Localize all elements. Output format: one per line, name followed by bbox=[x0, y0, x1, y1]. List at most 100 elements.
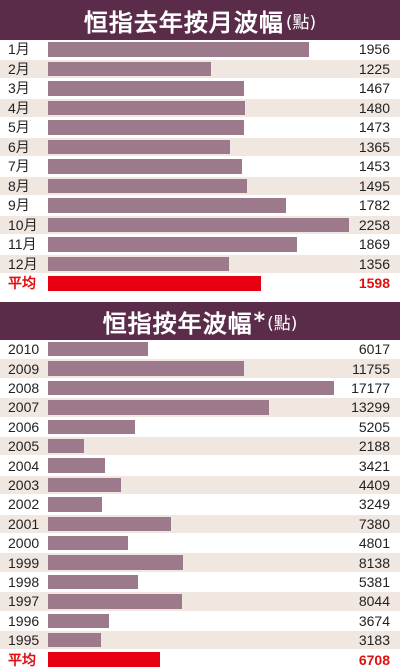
year-row: 2005 2188 bbox=[0, 437, 400, 456]
year-row: 1997 8044 bbox=[0, 592, 400, 611]
bar bbox=[48, 555, 184, 570]
category-label: 2004 bbox=[8, 457, 40, 474]
bar bbox=[48, 178, 248, 193]
bar bbox=[48, 439, 85, 454]
yearly-title-mark: * bbox=[253, 308, 266, 334]
bar bbox=[48, 594, 182, 609]
bar bbox=[48, 633, 101, 648]
value-label: 7380 bbox=[358, 515, 390, 532]
value-label: 2258 bbox=[358, 216, 390, 233]
category-label: 7月 bbox=[8, 158, 30, 175]
month-row: 5月 1473 bbox=[0, 118, 400, 137]
month-row: 4月 1480 bbox=[0, 98, 400, 117]
month-row: 3月 1467 bbox=[0, 79, 400, 98]
year-row: 2004 3421 bbox=[0, 456, 400, 475]
category-label: 2009 bbox=[8, 360, 40, 377]
bar bbox=[48, 613, 110, 628]
category-label: 11月 bbox=[8, 236, 37, 253]
year-average-row: 平均 6708 bbox=[0, 650, 400, 669]
monthly-title: 恒指去年按月波幅 bbox=[83, 8, 284, 37]
average-bar bbox=[48, 652, 160, 667]
year-row: 1995 3183 bbox=[0, 631, 400, 650]
year-row: 2000 4801 bbox=[0, 534, 400, 553]
monthly-rows: 1月 1956 2月 1225 3月 1467 4月 1480 5月 1473 6月 1365 7月 14… bbox=[0, 40, 400, 294]
category-label: 2001 bbox=[8, 515, 40, 532]
value-label: 4409 bbox=[358, 476, 390, 493]
bar bbox=[48, 477, 122, 493]
yearly-title: 恒指按年波幅 bbox=[102, 309, 253, 338]
value-label: 13299 bbox=[351, 399, 390, 416]
value-label: 1598 bbox=[358, 275, 390, 292]
bar bbox=[48, 256, 229, 271]
monthly-title-bar: 恒指去年按月波幅 (點) bbox=[0, 0, 400, 40]
value-label: 1956 bbox=[358, 41, 390, 58]
category-label: 2007 bbox=[8, 399, 40, 416]
bar bbox=[48, 458, 105, 473]
value-label: 1473 bbox=[358, 119, 390, 136]
bar bbox=[48, 61, 212, 76]
category-label: 2月 bbox=[8, 60, 30, 77]
category-label: 2006 bbox=[8, 418, 40, 435]
category-label: 2008 bbox=[8, 379, 40, 396]
value-label: 2188 bbox=[358, 438, 390, 455]
category-label: 1月 bbox=[8, 41, 30, 58]
bar bbox=[48, 100, 246, 115]
yearly-panel: 恒指按年波幅 * (點) 2010 6017 2009 11755 2008 17177 2… bbox=[0, 302, 400, 670]
bar bbox=[48, 237, 298, 252]
category-label: 1997 bbox=[8, 593, 40, 610]
value-label: 1356 bbox=[358, 255, 390, 272]
value-label: 1467 bbox=[358, 80, 390, 97]
year-row: 2001 7380 bbox=[0, 514, 400, 533]
value-label: 3249 bbox=[358, 496, 390, 513]
category-label: 2010 bbox=[8, 341, 40, 358]
category-label: 9月 bbox=[8, 197, 30, 214]
bar bbox=[48, 574, 138, 590]
bar bbox=[48, 342, 149, 357]
bar bbox=[48, 81, 244, 96]
yearly-title-bar: 恒指按年波幅 * (點) bbox=[0, 302, 400, 340]
value-label: 5205 bbox=[358, 418, 390, 435]
value-label: 1453 bbox=[358, 158, 390, 175]
category-label: 2000 bbox=[8, 535, 40, 552]
value-label: 3674 bbox=[358, 612, 390, 629]
category-label: 1996 bbox=[8, 612, 40, 629]
value-label: 3421 bbox=[358, 457, 390, 474]
month-row: 7月 1453 bbox=[0, 157, 400, 176]
category-label: 平均 bbox=[8, 275, 36, 292]
month-row: 6月 1365 bbox=[0, 137, 400, 156]
category-label: 1998 bbox=[8, 573, 40, 590]
category-label: 2002 bbox=[8, 496, 40, 513]
year-row: 2002 3249 bbox=[0, 495, 400, 514]
year-row: 1999 8138 bbox=[0, 553, 400, 572]
category-label: 5月 bbox=[8, 119, 30, 136]
category-label: 12月 bbox=[8, 255, 38, 272]
year-row: 2010 6017 bbox=[0, 340, 400, 359]
month-row: 1月 1956 bbox=[0, 40, 400, 59]
value-label: 11755 bbox=[352, 360, 390, 377]
value-label: 17177 bbox=[351, 379, 390, 396]
bar bbox=[48, 120, 245, 135]
bar bbox=[48, 380, 334, 396]
bar bbox=[48, 139, 230, 154]
category-label: 2003 bbox=[8, 476, 40, 493]
monthly-unit: (點) bbox=[285, 12, 317, 33]
bar bbox=[48, 217, 349, 232]
average-bar bbox=[48, 276, 262, 291]
category-label: 4月 bbox=[8, 99, 30, 116]
year-row: 1996 3674 bbox=[0, 611, 400, 630]
category-label: 3月 bbox=[8, 80, 30, 97]
year-row: 2007 13299 bbox=[0, 398, 400, 417]
month-row: 12月 1356 bbox=[0, 254, 400, 273]
category-label: 1995 bbox=[8, 632, 40, 649]
value-label: 1225 bbox=[358, 60, 390, 77]
month-row: 10月 2258 bbox=[0, 215, 400, 234]
bar bbox=[48, 497, 103, 512]
value-label: 1869 bbox=[358, 236, 390, 253]
month-average-row: 平均 1598 bbox=[0, 274, 400, 293]
month-row: 11月 1869 bbox=[0, 235, 400, 254]
bar bbox=[48, 159, 242, 174]
year-row: 2009 11755 bbox=[0, 359, 400, 378]
category-label: 8月 bbox=[8, 177, 30, 194]
category-label: 6月 bbox=[8, 138, 30, 155]
year-row: 2008 17177 bbox=[0, 378, 400, 398]
